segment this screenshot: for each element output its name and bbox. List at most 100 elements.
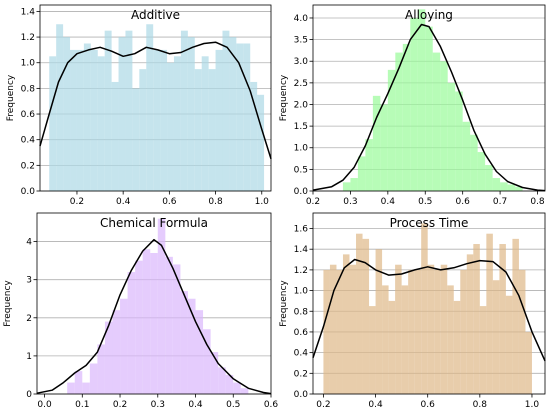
histogram-bar <box>236 43 244 191</box>
x-tick-label: 0.0 <box>37 400 52 410</box>
y-tick-label: 0.0 <box>294 187 309 197</box>
y-tick-label: 1 <box>26 352 32 362</box>
histogram-bar <box>369 306 376 394</box>
chart-title: Alloying <box>405 8 453 22</box>
histogram-bar <box>67 382 75 394</box>
histogram-bar <box>414 269 422 394</box>
plot-frame <box>312 4 546 192</box>
x-tick-label: 0.4 <box>188 400 203 410</box>
y-tick-label: 1.0 <box>21 59 36 69</box>
histogram-bar <box>150 253 158 394</box>
histogram-bar <box>365 139 373 191</box>
x-tick-label: 0.3 <box>343 197 357 207</box>
x-tick-label: 0.4 <box>368 400 383 410</box>
histogram-bar <box>357 156 366 191</box>
histogram-bar <box>518 269 526 394</box>
histogram-bar <box>180 291 188 394</box>
histogram-bar <box>512 238 519 394</box>
y-axis-label: Frequency <box>6 74 16 121</box>
kde-curve <box>312 258 546 362</box>
histogram-bar <box>388 300 396 394</box>
histogram-bar <box>432 52 441 192</box>
histogram-bar <box>111 81 119 191</box>
histogram-bar <box>125 30 133 192</box>
histogram-bar <box>83 43 91 191</box>
y-tick-label: 0.0 <box>21 187 36 197</box>
x-tick-label: 0.4 <box>116 197 131 207</box>
histogram-bar <box>194 69 202 191</box>
y-tick-label: 3.0 <box>294 57 309 67</box>
histogram-bar <box>395 52 403 192</box>
histogram-bar <box>135 260 143 394</box>
histogram-bar <box>492 280 500 394</box>
histogram-bar <box>157 218 166 394</box>
plot-frame <box>36 212 272 395</box>
histogram-bar <box>257 94 265 191</box>
kde-curve <box>312 23 546 192</box>
x-tick-label: 0.2 <box>70 197 84 207</box>
x-tick-label: 0.8 <box>530 197 545 207</box>
histogram-bar <box>425 26 433 192</box>
y-tick-label: 1.4 <box>294 245 309 255</box>
y-tick-label: 0.0 <box>294 390 309 400</box>
x-tick-label: 0.2 <box>316 400 330 410</box>
histogram-bar <box>82 382 90 394</box>
histogram-bar <box>477 152 486 191</box>
y-axis-label: Frequency <box>279 74 289 121</box>
histogram-bar <box>382 285 389 394</box>
x-tick-label: 1.0 <box>525 400 540 410</box>
histogram-bar <box>372 95 381 191</box>
histogram-bar <box>167 62 174 191</box>
histogram-bar <box>215 49 223 192</box>
histogram-bar <box>525 331 532 394</box>
histogram-bar <box>63 37 71 191</box>
histogram-bar <box>440 61 448 191</box>
histogram-bar <box>342 254 350 394</box>
y-tick-label: 3 <box>26 276 32 286</box>
histogram-bar <box>453 300 461 394</box>
histogram-bar <box>362 238 370 394</box>
y-tick-label: 1.4 <box>21 7 36 17</box>
histogram-bar <box>380 104 388 191</box>
x-tick-label: 0.6 <box>162 197 177 207</box>
histogram-bar <box>165 256 173 394</box>
histogram-bar <box>447 285 454 394</box>
histogram-bar <box>329 264 337 394</box>
histogram-bar <box>434 269 441 394</box>
histogram-bar <box>473 244 480 394</box>
kde-curve <box>39 41 272 160</box>
y-tick-label: 0.8 <box>294 307 309 317</box>
histogram-bar <box>139 69 147 191</box>
histogram-bar <box>375 249 383 394</box>
histogram-bar <box>218 367 226 394</box>
y-tick-label: 4 <box>26 238 32 248</box>
histogram-bar <box>97 56 105 191</box>
histogram-bar <box>173 56 181 191</box>
x-tick-label: 0.8 <box>208 197 223 207</box>
x-tick-label: 0.2 <box>306 197 320 207</box>
y-tick-label: 3.5 <box>294 36 308 46</box>
histogram-bar <box>70 49 77 192</box>
chart-panel: 0.2 0.4 0.6 0.8 1.0 0.0 0.2 0.4 0.6 0.8 1.0 1.2 1.4 F… <box>6 4 272 207</box>
y-tick-label: 0.6 <box>21 110 36 120</box>
histogram-bar <box>127 272 136 394</box>
histogram-bar <box>74 371 83 394</box>
histogram-bar <box>485 165 493 191</box>
histogram-bar <box>466 254 474 394</box>
chart-title: Chemical Formula <box>100 216 208 230</box>
histogram-bar <box>203 329 211 394</box>
histogram-bar <box>387 69 396 191</box>
histogram-bar <box>243 43 251 191</box>
y-tick-label: 0.5 <box>294 165 308 175</box>
histogram-bar <box>486 233 493 394</box>
histogram-bar <box>507 184 516 191</box>
y-tick-label: 0.6 <box>294 328 309 338</box>
histogram-bar <box>229 37 237 191</box>
plot-frame <box>39 4 272 192</box>
histogram-bar <box>505 295 513 394</box>
histogram-bar <box>440 264 448 394</box>
kde-curve <box>36 238 272 395</box>
histogram-bar <box>499 244 506 394</box>
histogram-bar <box>180 30 188 192</box>
